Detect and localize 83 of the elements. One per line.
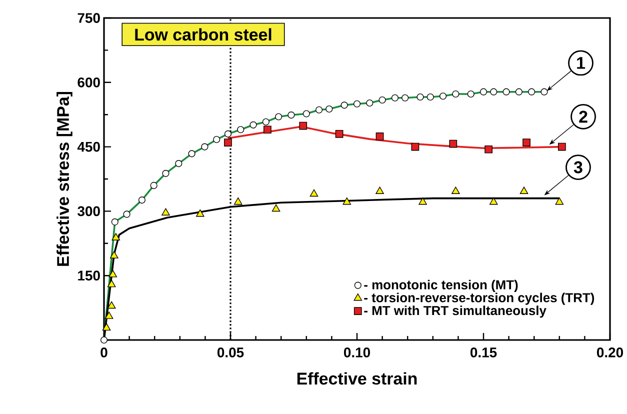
point: [111, 218, 118, 226]
point: [555, 197, 564, 205]
x-axis-title: Effective strain: [297, 372, 417, 385]
point: [489, 197, 498, 205]
point: [110, 251, 118, 258]
point: [100, 336, 108, 344]
point: [402, 94, 409, 102]
point: [264, 126, 272, 134]
x-tick-label: 0.20: [596, 347, 624, 358]
point: [162, 170, 170, 177]
point: [522, 138, 530, 146]
point: [418, 197, 427, 205]
point: [452, 90, 460, 98]
legend-label: - MT with TRT simultaneously: [364, 306, 546, 318]
point: [123, 210, 130, 218]
point: [112, 233, 120, 240]
point: [452, 186, 460, 194]
point: [335, 130, 344, 138]
chart-title: Low carbon steel: [135, 28, 272, 41]
point: [340, 102, 348, 109]
point: [520, 186, 528, 194]
point: [558, 142, 566, 151]
point: [449, 140, 458, 148]
y-axis-title: Effective stress [MPa]: [56, 92, 72, 266]
point: [104, 312, 114, 319]
point: [540, 88, 548, 96]
x-tick-label: 0.05: [217, 347, 244, 358]
point: [138, 196, 146, 204]
point: [188, 150, 196, 158]
point: [196, 209, 204, 217]
x-tick-label: 0: [100, 347, 108, 358]
point: [376, 186, 384, 194]
point: [439, 92, 447, 100]
point: [378, 96, 386, 104]
point: [411, 142, 420, 151]
point: [366, 99, 374, 107]
point: [515, 88, 522, 96]
point: [391, 94, 398, 102]
y-tick-label: 150: [78, 270, 100, 281]
point: [201, 143, 208, 150]
point: [502, 88, 510, 96]
point: [426, 93, 434, 101]
y-tick-label: 450: [77, 142, 100, 152]
point: [342, 197, 352, 205]
legend-label: - monotonic tension (MT): [364, 280, 518, 292]
point: [376, 132, 384, 140]
legend-label: - torsion-reverse-torsion cycles (TRT): [364, 292, 594, 305]
point: [150, 182, 158, 189]
point: [416, 93, 424, 101]
annotation: 1: [577, 57, 585, 69]
y-tick-label: 600: [78, 77, 100, 88]
point: [302, 110, 310, 118]
point: [326, 105, 333, 113]
point: [528, 88, 536, 96]
y-tick-label: 750: [78, 13, 100, 23]
point: [288, 111, 295, 119]
point: [467, 90, 474, 98]
point: [272, 204, 280, 212]
point: [102, 323, 111, 331]
point: [353, 100, 361, 108]
point: [316, 106, 323, 114]
annotation: 2: [579, 110, 588, 123]
point: [484, 145, 492, 154]
point: [262, 118, 270, 126]
point: [275, 113, 282, 120]
point: [213, 136, 220, 144]
y-tick-label: 300: [78, 206, 100, 216]
point: [175, 160, 182, 168]
x-tick-label: 0.10: [344, 347, 370, 358]
point: [224, 130, 232, 138]
annotation: 3: [574, 161, 582, 174]
point: [108, 270, 117, 278]
point: [299, 122, 308, 130]
point: [490, 88, 498, 96]
point: [224, 138, 232, 146]
point: [162, 208, 170, 216]
point: [234, 197, 242, 205]
point: [107, 280, 116, 288]
point: [237, 126, 244, 134]
x-tick-label: 0.15: [470, 347, 497, 358]
point: [310, 189, 318, 197]
point: [250, 121, 257, 128]
point: [480, 88, 488, 96]
